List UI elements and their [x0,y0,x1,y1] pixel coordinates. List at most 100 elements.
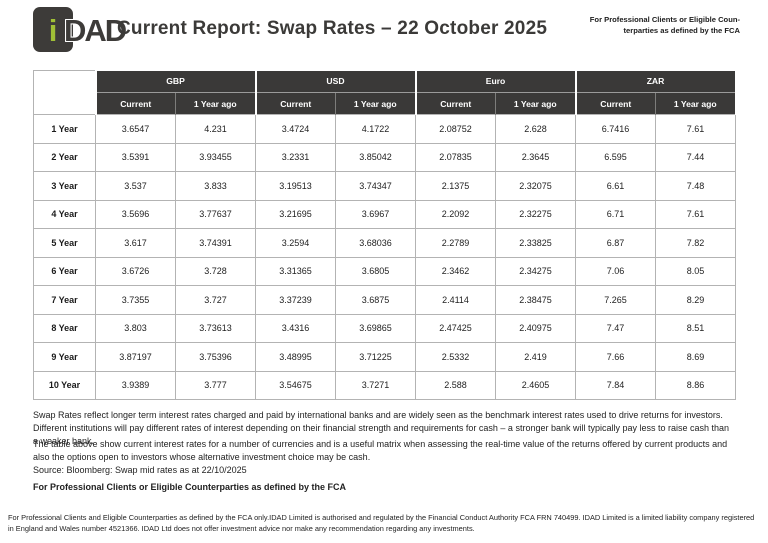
rate-cell: 2.419 [494,342,577,372]
rate-cell: 3.617 [95,228,176,258]
row-label: 4 Year [33,199,96,229]
rate-cell: 3.71225 [335,342,416,372]
rate-cell: 2.5332 [415,342,496,372]
table-row: 3 Year 3.537 3.833 3.19513 3.74347 2.1375 2.32… [33,171,737,201]
row-label: 3 Year [33,171,96,201]
footer-fca-bold-note: For Professional Clients or Eligible Cou… [33,482,347,492]
rate-cell: 6.61 [575,171,657,201]
table-corner [33,70,96,115]
rate-cell: 6.7416 [575,114,657,144]
rate-cell: 3.6726 [95,256,176,286]
rate-cell: 7.66 [575,342,657,372]
idad-logo: i DAD [33,7,127,52]
table-body: 1 Year 3.6547 4.231 3.4724 4.1722 2.08752 2.62… [33,114,737,400]
rate-cell: 7.47 [575,313,657,343]
rate-cell: 3.537 [95,171,176,201]
rate-cell: 2.47425 [415,313,496,343]
rate-cell: 2.08752 [415,114,496,144]
rate-cell: 2.1375 [415,171,496,201]
header-fca-note: For Professional Clients or Eligible Cou… [540,14,740,36]
table-row: 2 Year 3.5391 3.93455 3.2331 3.85042 2.07835 2… [33,142,737,172]
rate-cell: 3.48995 [255,342,336,372]
rate-cell: 3.54675 [255,370,336,400]
rate-cell: 7.84 [575,370,657,400]
rate-cell: 8.69 [655,342,737,372]
rate-cell: 8.29 [655,285,737,315]
row-label: 10 Year [33,370,96,400]
rate-cell: 3.2331 [255,142,336,172]
page-title: Current Report: Swap Rates – 22 October … [117,18,548,39]
rate-cell: 3.803 [95,313,176,343]
rate-cell: 2.4605 [494,370,577,400]
subheader-usd-current: Current [254,92,336,115]
rate-cell: 8.51 [655,313,737,343]
footer-paragraph-1: Swap Rates reflect longer term interest … [33,410,730,446]
rate-cell: 3.6967 [335,199,416,229]
rate-cell: 2.40975 [494,313,577,343]
table-row: 9 Year 3.87197 3.75396 3.48995 3.71225 2.5332… [33,342,737,372]
rate-cell: 3.73613 [175,313,256,343]
table-row: 5 Year 3.617 3.74391 3.2594 3.68036 2.2789 2.3… [33,228,737,258]
row-label: 1 Year [33,114,96,144]
rate-cell: 3.727 [175,285,256,315]
table-row: 1 Year 3.6547 4.231 3.4724 4.1722 2.08752 2.62… [33,114,737,144]
group-header-euro: Euro [414,70,577,93]
rate-cell: 4.231 [175,114,256,144]
rate-cell: 3.6875 [335,285,416,315]
group-header-gbp: GBP [94,70,257,93]
subheader-euro-current: Current [414,92,496,115]
rate-cell: 3.74347 [335,171,416,201]
rate-cell: 7.44 [655,142,737,172]
currency-group-row: GBP USD Euro ZAR [33,70,737,115]
row-label: 8 Year [33,313,96,343]
rate-cell: 3.5391 [95,142,176,172]
source-line: Source: Bloomberg: Swap mid rates as at … [33,465,247,475]
rate-cell: 3.5696 [95,199,176,229]
rate-cell: 6.71 [575,199,657,229]
rate-cell: 3.4316 [255,313,336,343]
regulatory-disclaimer: For Professional Clients and Eligible Co… [8,513,755,534]
rate-cell: 3.6805 [335,256,416,286]
rate-cell: 3.2594 [255,228,336,258]
group-header-usd: USD [254,70,417,93]
fca-note-line1: For Professional Clients or Eligible Cou… [589,15,740,24]
table-row: 7 Year 3.7355 3.727 3.37239 3.6875 2.4114 2.38… [33,285,737,315]
table-row: 4 Year 3.5696 3.77637 3.21695 3.6967 2.2092 2.… [33,199,737,229]
rate-cell: 2.32275 [494,199,577,229]
rate-cell: 2.628 [494,114,577,144]
rate-cell: 7.82 [655,228,737,258]
rate-cell: 3.74391 [175,228,256,258]
rate-cell: 2.3462 [415,256,496,286]
rate-cell: 3.37239 [255,285,336,315]
rate-cell: 2.588 [415,370,496,400]
rate-cell: 3.69865 [335,313,416,343]
rate-cell: 6.595 [575,142,657,172]
rate-cell: 6.87 [575,228,657,258]
rate-cell: 3.6547 [95,114,176,144]
logo-dad-text: DAD [64,13,127,48]
rate-cell: 7.61 [655,199,737,229]
rate-cell: 2.34275 [494,256,577,286]
rate-cell: 7.61 [655,114,737,144]
rate-cell: 3.31365 [255,256,336,286]
rate-cell: 2.32075 [494,171,577,201]
subheader-euro-1yr: 1 Year ago [494,92,576,115]
table-row: 8 Year 3.803 3.73613 3.4316 3.69865 2.47425 2.… [33,313,737,343]
row-label: 2 Year [33,142,96,172]
rate-cell: 2.33825 [494,228,577,258]
row-label: 7 Year [33,285,96,315]
rate-cell: 2.2789 [415,228,496,258]
rate-cell: 3.7355 [95,285,176,315]
rate-cell: 3.777 [175,370,256,400]
rate-cell: 2.4114 [415,285,496,315]
rate-cell: 8.05 [655,256,737,286]
subheader-row: Current 1 Year ago Current 1 Year ago Cu… [34,92,737,115]
rate-cell: 3.21695 [255,199,336,229]
rate-cell: 3.9389 [95,370,176,400]
rate-cell: 3.85042 [335,142,416,172]
rate-cell: 3.93455 [175,142,256,172]
rate-cell: 3.77637 [175,199,256,229]
logo-i-letter: i [48,13,58,48]
rate-cell: 3.87197 [95,342,176,372]
